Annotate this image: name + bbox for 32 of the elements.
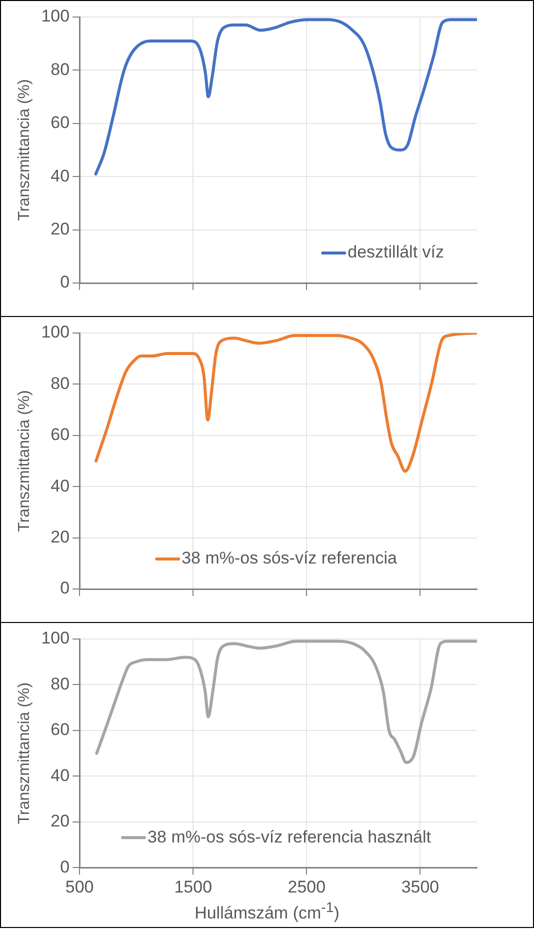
y-tick-label: 40: [50, 476, 70, 496]
x-axis-title: Hullámszám (cm$^{-1}$): [194, 899, 340, 924]
x-tick-label: 2500: [288, 877, 326, 896]
y-tick-label: 40: [50, 766, 70, 785]
y-axis-title: Transzmittancia (%): [16, 682, 34, 824]
y-tick-label: 80: [50, 60, 70, 79]
y-tick-label: 60: [50, 113, 70, 132]
legend-label: 38 m%-os sós-víz referencia használt: [148, 827, 432, 846]
y-tick-label: 80: [50, 674, 70, 694]
y-tick-label: 20: [50, 219, 70, 238]
y-axis-title: Transzmittancia (%): [16, 79, 34, 221]
y-tick-label: 20: [50, 812, 70, 831]
line-series: [94, 333, 477, 473]
y-tick-label: 20: [50, 527, 70, 546]
y-tick-label: 40: [50, 166, 70, 186]
y-tick-label: 100: [41, 322, 70, 342]
legend-label: 38 m%-os sós-víz referencia: [182, 548, 398, 568]
y-tick-label: 60: [50, 720, 70, 740]
x-tick-label: 1500: [174, 877, 212, 896]
x-tick-label: 500: [65, 877, 94, 896]
y-tick-label: 80: [50, 374, 70, 393]
y-tick-label: 100: [41, 6, 70, 26]
y-tick-label: 60: [50, 425, 70, 444]
line-series: [95, 640, 477, 764]
y-tick-label: 100: [41, 628, 70, 648]
x-tick-label: 3500: [401, 877, 440, 896]
line-series: [94, 18, 477, 176]
y-tick-label: 0: [60, 857, 70, 876]
y-tick-label: 0: [60, 272, 70, 292]
y-tick-label: 0: [60, 578, 70, 598]
y-axis-title: Transzmittancia (%): [16, 390, 34, 532]
legend-label: desztillált víz: [348, 242, 444, 262]
